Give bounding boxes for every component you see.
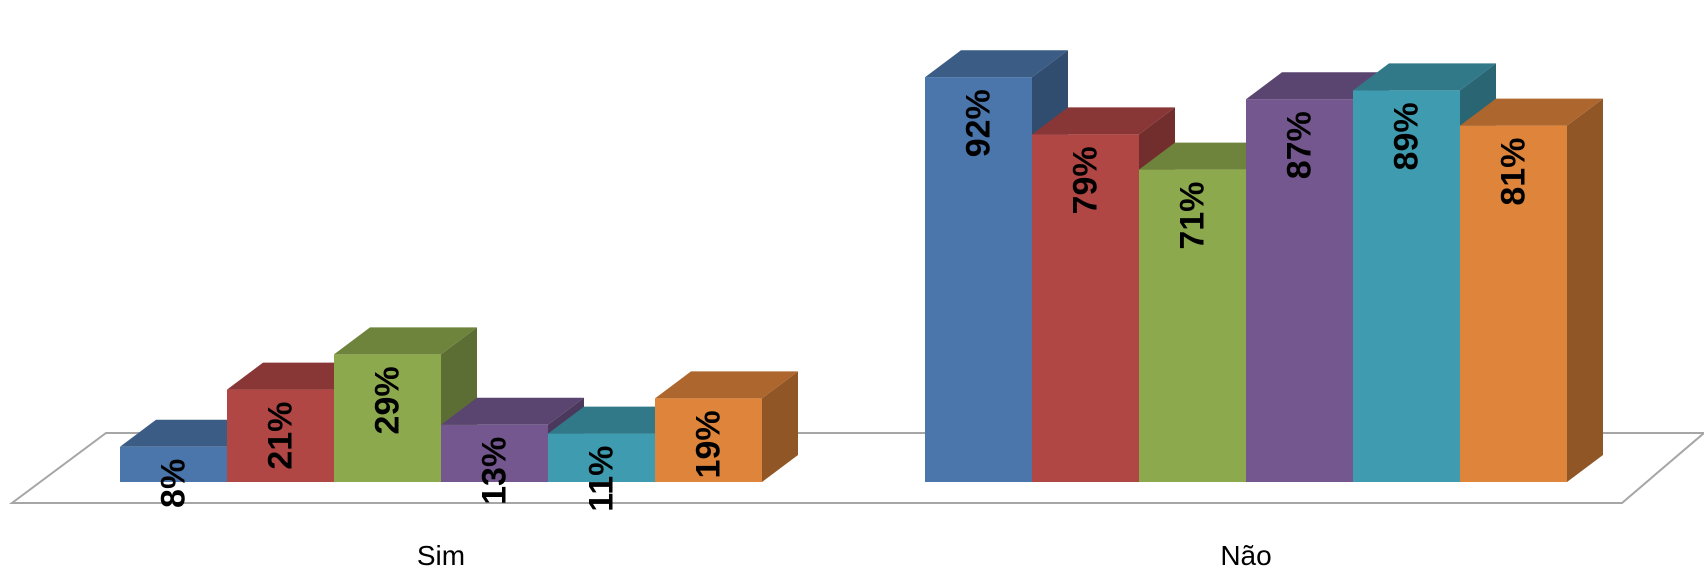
bar-top	[1460, 98, 1603, 126]
bar-side	[762, 371, 798, 482]
data-label: 19%	[689, 410, 727, 478]
data-label: 8%	[154, 459, 192, 508]
bar-side	[1567, 98, 1603, 482]
data-label: 13%	[475, 437, 513, 505]
bar-não-6	[1460, 98, 1603, 482]
bar-front	[1353, 90, 1460, 483]
data-label: 29%	[368, 366, 406, 434]
bar-top	[925, 50, 1068, 78]
bar-front	[334, 354, 441, 482]
bar-top	[334, 327, 477, 355]
bar-front	[655, 398, 762, 482]
bar-front	[227, 389, 334, 482]
bar-top	[1032, 107, 1175, 135]
bar-top	[1353, 63, 1496, 91]
bar-top	[655, 371, 798, 399]
data-label: 89%	[1387, 102, 1425, 170]
data-label: 81%	[1494, 138, 1532, 206]
category-label-2: Não	[1220, 540, 1271, 571]
bar-front	[548, 433, 655, 482]
bar-front	[1460, 125, 1567, 482]
bar-front	[1032, 134, 1139, 482]
data-label: 21%	[261, 402, 299, 470]
data-label: 71%	[1173, 182, 1211, 250]
data-label: 79%	[1066, 146, 1104, 214]
data-label: 92%	[959, 89, 997, 157]
bar-front	[441, 424, 548, 482]
bar-front	[1139, 169, 1246, 482]
data-label: 87%	[1280, 111, 1318, 179]
bar-front	[925, 77, 1032, 482]
bar-front	[1246, 99, 1353, 482]
bar-sim-6	[655, 371, 798, 482]
data-label: 11%	[582, 446, 620, 512]
category-label-1: Sim	[417, 540, 465, 571]
bar-top	[441, 397, 584, 425]
bar-front	[120, 446, 227, 482]
